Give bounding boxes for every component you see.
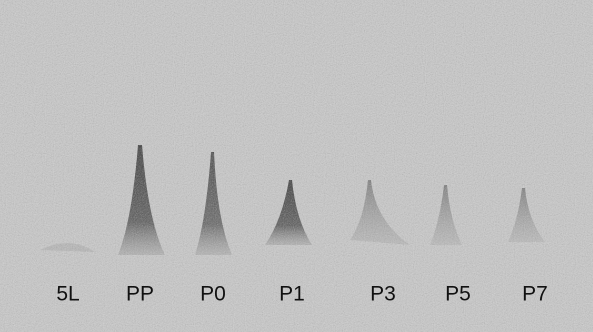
lane-label: P3 (370, 283, 396, 306)
lane-label: PP (126, 283, 154, 306)
lane-label: P5 (445, 283, 471, 306)
page: 5LPPP0P1P3P5P7 (() => { const data = JSO… (0, 0, 593, 332)
photo: 5L PP P0 P1 P3 P5 P7 (0, 0, 593, 332)
lane-label: P1 (279, 283, 305, 306)
lane-label: P7 (522, 283, 548, 306)
lane-label: 5L (56, 283, 79, 306)
lane-label: P0 (200, 283, 226, 306)
